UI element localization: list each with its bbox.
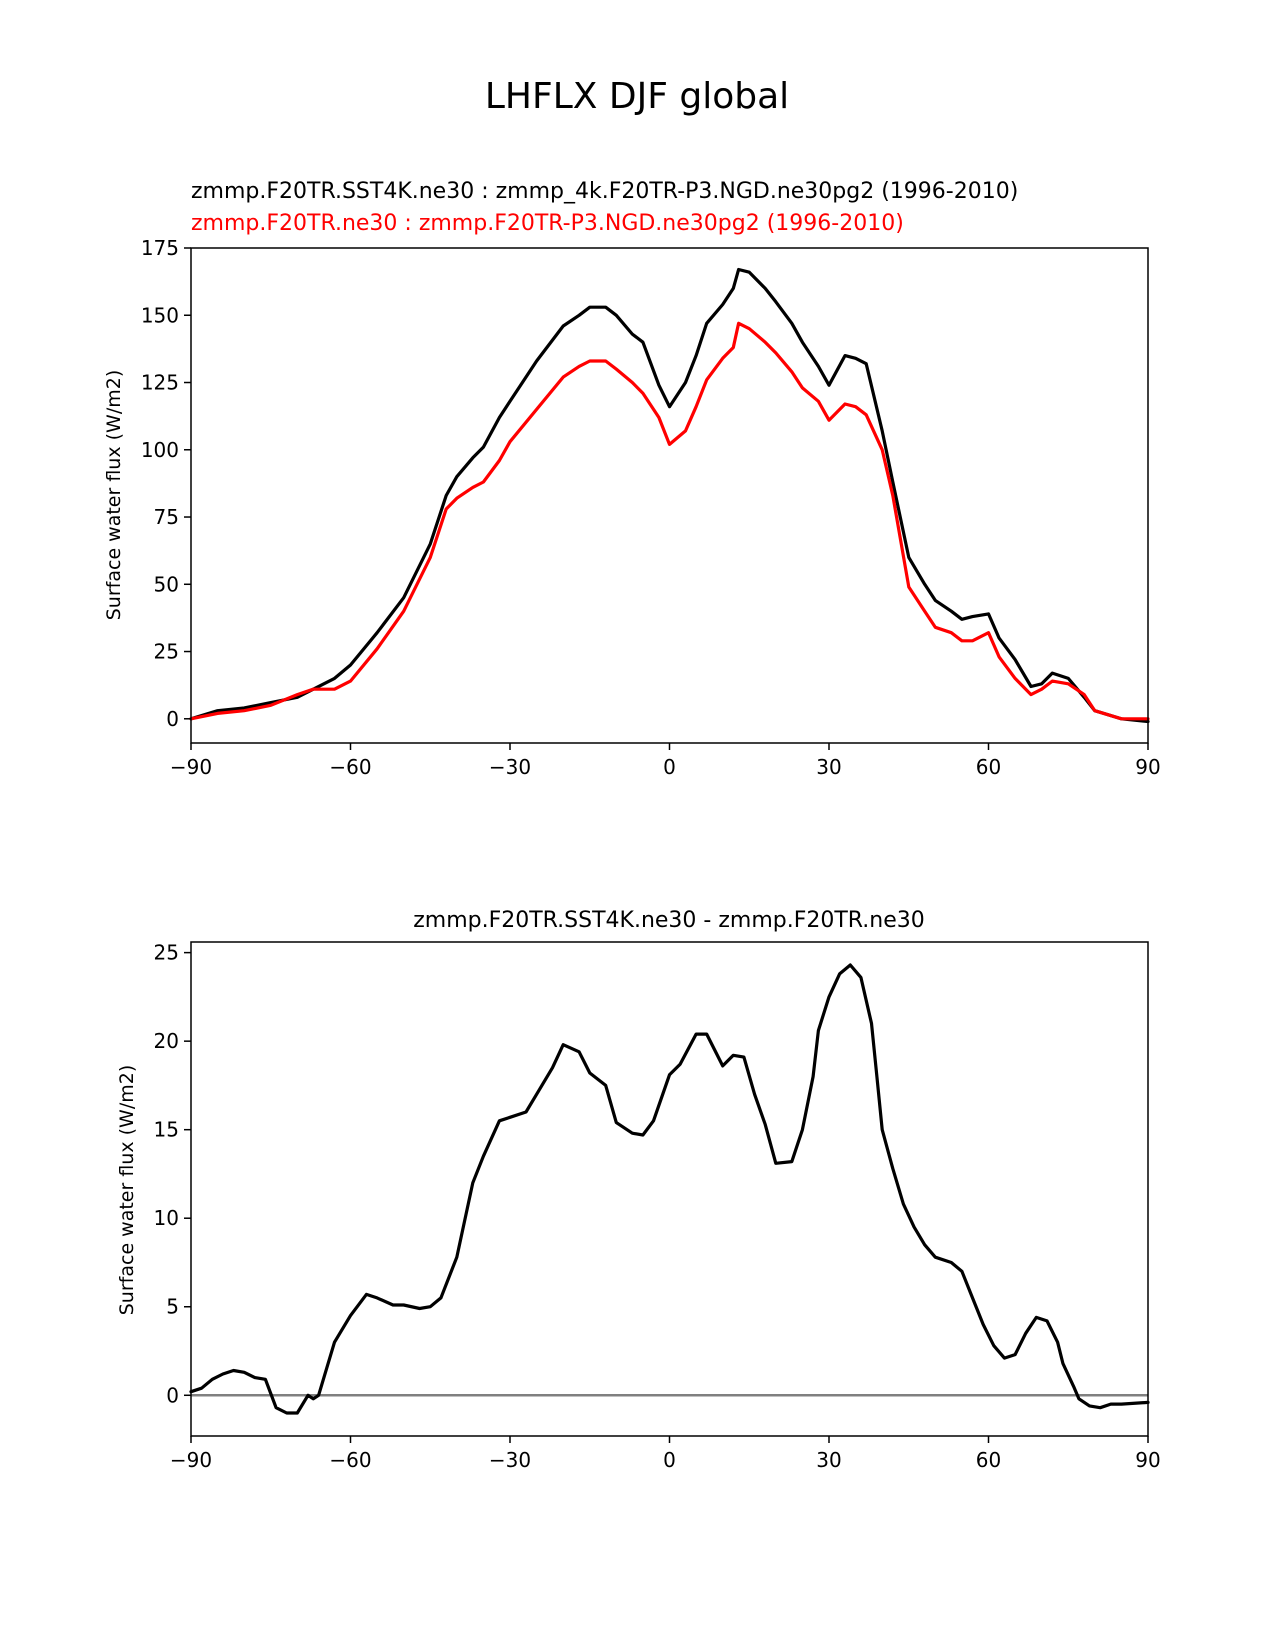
top-panel-series-line-1 <box>189 267 1150 724</box>
top-panel-x-tick-label: 30 <box>816 755 841 779</box>
top-panel-y-tick-label: 175 <box>141 236 179 260</box>
bottom-panel-series-line-1 <box>189 963 1150 1415</box>
bottom-panel-x-tick-label: 60 <box>976 1448 1001 1472</box>
top-panel-y-tick-label: 150 <box>141 303 179 327</box>
top-panel-x-tick-label: −30 <box>489 755 531 779</box>
bottom-panel-x-tick-label: −30 <box>489 1448 531 1472</box>
bottom-panel-x-tick-label: −60 <box>329 1448 371 1472</box>
top-panel-y-axis-label: Surface water flux (W/m2) <box>103 370 125 621</box>
top-panel-series-layer <box>189 267 1150 724</box>
top-panel-x-tick-label: 90 <box>1135 755 1160 779</box>
bottom-panel-y-tick-label: 0 <box>166 1383 179 1407</box>
bottom-panel-y-tick-label: 10 <box>154 1206 179 1230</box>
top-panel: zmmp.F20TR.SST4K.ne30 : zmmp_4k.F20TR-P3… <box>103 179 1161 779</box>
bottom-panel-y-tick-label: 15 <box>154 1118 179 1142</box>
top-panel-x-tick-label: −60 <box>329 755 371 779</box>
bottom-panel-x-tick-label: −90 <box>170 1448 212 1472</box>
bottom-panel-title: zmmp.F20TR.SST4K.ne30 - zmmp.F20TR.ne30 <box>413 908 925 933</box>
bottom-panel-tick-layer: −90 −60 −30 0 30 60 90 0 5 10 15 20 25 <box>154 941 1161 1472</box>
bottom-panel-plot-frame <box>190 941 1149 1437</box>
bottom-panel-x-tick-label: 0 <box>663 1448 676 1472</box>
figure-title: LHFLX DJF global <box>485 76 789 117</box>
top-panel-x-tick-label: 60 <box>976 755 1001 779</box>
top-panel-plot-frame <box>190 247 1149 744</box>
top-panel-y-tick-label: 25 <box>154 640 179 664</box>
top-panel-title-line-1: zmmp.F20TR.SST4K.ne30 : zmmp_4k.F20TR-P3… <box>191 179 1018 204</box>
top-panel-series-line-2 <box>189 321 1150 721</box>
top-panel-y-tick-label: 0 <box>166 707 179 731</box>
top-panel-x-tick-label: 0 <box>663 755 676 779</box>
top-panel-title-line-2: zmmp.F20TR.ne30 : zmmp.F20TR-P3.NGD.ne30… <box>191 211 904 236</box>
top-panel-y-tick-label: 75 <box>154 505 179 529</box>
bottom-panel-y-tick-label: 20 <box>154 1029 179 1053</box>
bottom-panel-x-tick-label: 30 <box>816 1448 841 1472</box>
top-panel-x-tick-label: −90 <box>170 755 212 779</box>
top-panel-y-tick-label: 125 <box>141 371 179 395</box>
bottom-panel-y-tick-label: 25 <box>154 941 179 965</box>
top-panel-tick-layer: −90 −60 −30 0 30 60 90 0 25 50 75 100 125 150 175 <box>141 236 1161 779</box>
bottom-panel: zmmp.F20TR.SST4K.ne30 - zmmp.F20TR.ne30 … <box>116 908 1161 1472</box>
top-panel-y-tick-label: 50 <box>154 572 179 596</box>
bottom-panel-y-tick-label: 5 <box>166 1295 179 1319</box>
bottom-panel-x-tick-label: 90 <box>1135 1448 1160 1472</box>
bottom-panel-series-layer <box>189 963 1150 1415</box>
bottom-panel-y-axis-label: Surface water flux (W/m2) <box>116 1065 138 1316</box>
top-panel-y-tick-label: 100 <box>141 438 179 462</box>
